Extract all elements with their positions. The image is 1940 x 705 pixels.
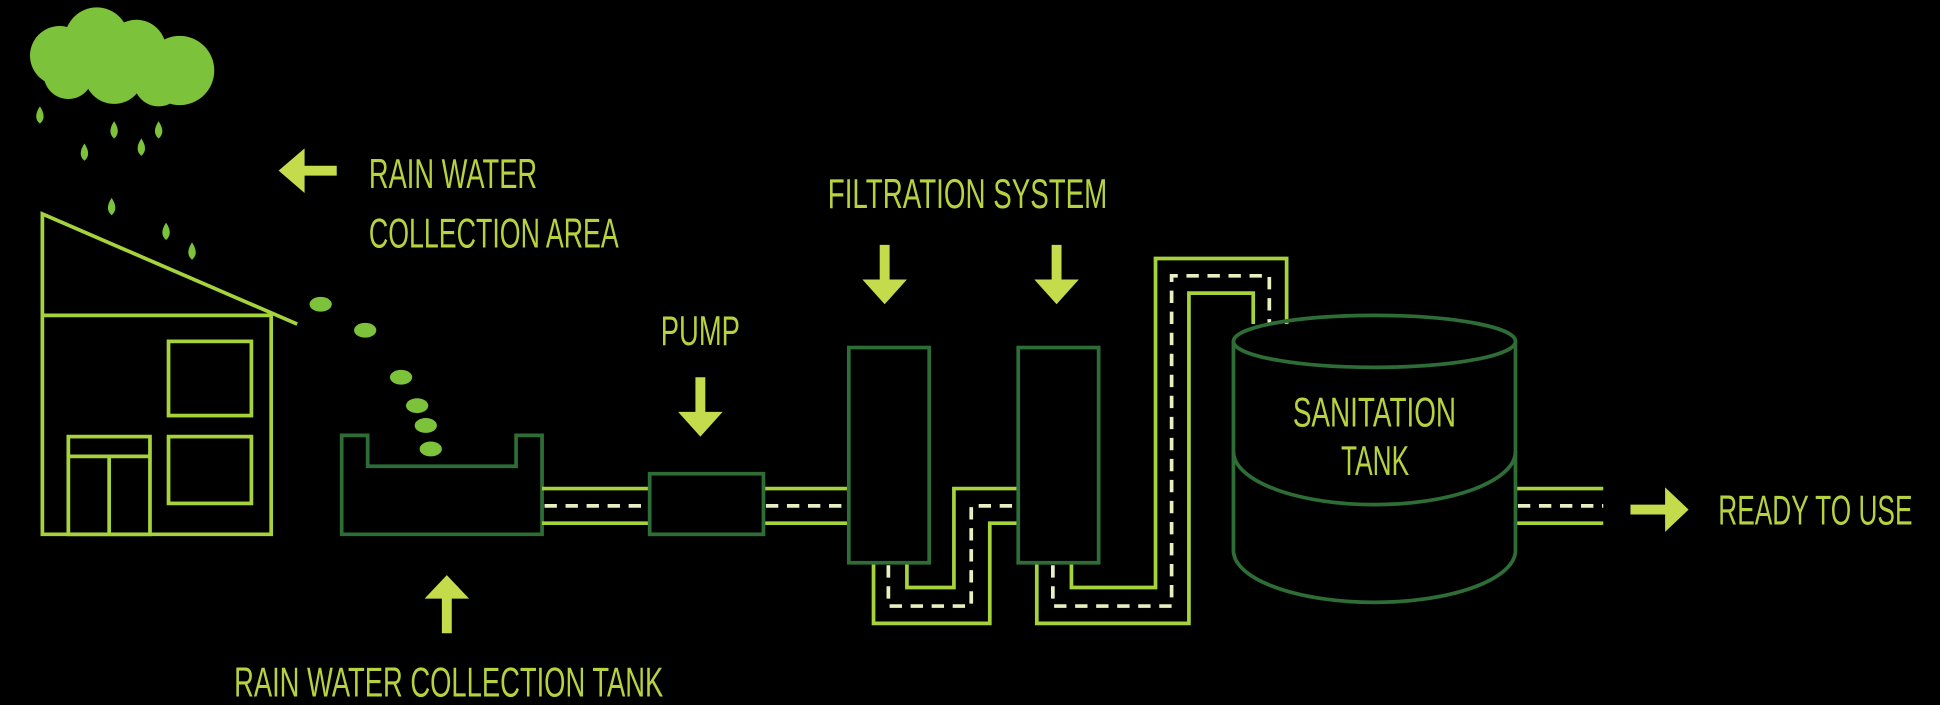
sanitation-tank bbox=[1231, 313, 1518, 605]
cloud bbox=[30, 7, 215, 107]
label: TANK bbox=[1341, 437, 1409, 484]
label: SANITATION bbox=[1293, 389, 1456, 436]
label: RAIN WATER COLLECTION TANK bbox=[234, 658, 663, 705]
house bbox=[40, 211, 298, 537]
label: FILTRATION SYSTEM bbox=[828, 170, 1108, 217]
pipes bbox=[542, 256, 1604, 626]
collection-tank bbox=[339, 433, 544, 537]
pump bbox=[647, 471, 766, 537]
arrows bbox=[278, 148, 1689, 634]
label: RAIN WATER bbox=[369, 150, 537, 197]
label: COLLECTION AREA bbox=[369, 209, 619, 256]
rain-drops bbox=[36, 106, 442, 457]
filter bbox=[846, 345, 932, 565]
label: READY TO USE bbox=[1718, 486, 1912, 533]
label: PUMP bbox=[661, 307, 740, 354]
filter bbox=[1016, 345, 1101, 565]
